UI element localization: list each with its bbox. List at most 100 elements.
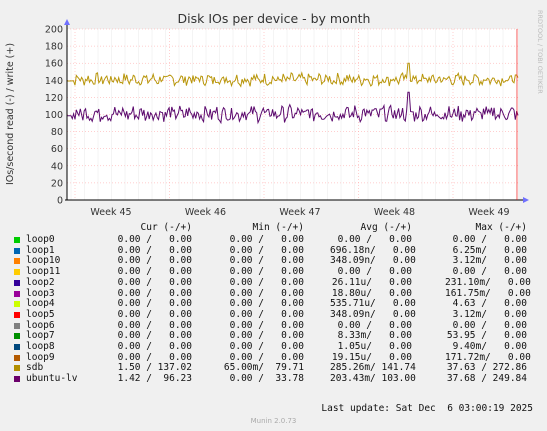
legend-row-loop7: loop7 0.00 / 0.00 0.00 / 0.00 8.33m/ 0.00 53… — [14, 331, 534, 342]
legend-device-name: loop6 — [26, 319, 55, 331]
legend-device-name: loop1 — [26, 244, 55, 256]
x-tick-label: Week 46 — [185, 207, 226, 215]
legend-max-value: 3.12m/ 0.00 — [452, 255, 527, 267]
legend-avg-value: 26.11u/ 0.00 — [331, 276, 412, 288]
legend-min-value: 0.00 / 0.00 — [229, 244, 304, 256]
legend-min-value: 0.00 / 0.00 — [229, 276, 304, 288]
munin-version: Munin 2.0.73 — [250, 417, 297, 425]
legend-avg-value: 348.09n/ 0.00 — [330, 308, 416, 320]
chart-title: Disk IOs per device - by month — [178, 11, 371, 26]
legend-device-name: loop8 — [26, 341, 55, 352]
legend-swatch — [14, 322, 20, 329]
legend-avg-value: 348.09n/ 0.00 — [330, 255, 416, 267]
legend-row-loop8: loop8 0.00 / 0.00 0.00 / 0.00 1.05u/ 0.00 9.… — [14, 341, 534, 353]
legend-device-name: loop9 — [26, 351, 55, 363]
last-update: Last update: Sat Dec 6 03:00:19 2025 — [321, 403, 533, 414]
legend-avg-value: 0.00 / 0.00 — [337, 234, 412, 245]
legend-swatch — [14, 290, 20, 297]
y-tick-label: 40 — [51, 161, 63, 172]
y-axis-arrow — [64, 19, 70, 25]
x-tick-label: Week 47 — [279, 207, 320, 215]
y-tick-label: 180 — [45, 42, 63, 53]
legend-min-value: 0.00 / 0.00 — [229, 298, 304, 310]
legend-min-value: 0.00 / 33.78 — [229, 373, 304, 385]
legend-cur-value: 0.00 / 0.00 — [117, 287, 192, 299]
legend-max-value: 37.63 / 272.86 — [446, 362, 527, 374]
y-tick-label: 160 — [45, 59, 63, 70]
legend-row-loop10: loop10 0.00 / 0.00 0.00 / 0.00 348.09n/ 0.0… — [14, 256, 534, 267]
legend-cur-value: 0.00 / 0.00 — [117, 298, 192, 310]
legend-cur-value: 0.00 / 0.00 — [117, 341, 192, 352]
y-tick-label: 140 — [45, 76, 63, 87]
series-line-sdb — [67, 62, 519, 88]
x-axis-arrow — [523, 197, 529, 203]
legend-min-value: 0.00 / 0.00 — [229, 287, 304, 299]
legend-max-value: 0.00 / 0.00 — [452, 319, 527, 331]
legend-row-loop2: loop2 0.00 / 0.00 0.00 / 0.00 26.11u/ 0.00 2… — [14, 276, 534, 289]
legend-min-value: 0.00 / 0.00 — [229, 255, 304, 267]
legend-cur-value: 0.00 / 0.00 — [117, 319, 192, 331]
y-tick-label: 0 — [57, 196, 63, 207]
legend-device-name: loop7 — [26, 330, 55, 342]
legend-swatch — [14, 376, 20, 383]
legend-max-value: 9.40m/ 0.00 — [452, 341, 527, 352]
legend-swatch — [14, 344, 20, 350]
legend-avg-value: 0.00 / 0.00 — [337, 319, 412, 331]
legend-device-name: loop4 — [26, 298, 55, 310]
legend-swatch — [14, 279, 20, 286]
legend-row-loop6: loop6 0.00 / 0.00 0.00 / 0.00 0.00 / 0.00 0.… — [14, 319, 534, 332]
legend-min-value: 0.00 / 0.00 — [229, 319, 304, 331]
legend-swatch — [14, 365, 20, 372]
legend-max-value: 161.75m/ 0.00 — [445, 287, 531, 299]
y-tick-label: 20 — [51, 178, 63, 189]
legend-max-value: 0.00 / 0.00 — [452, 234, 527, 245]
legend-cur-value: 1.50 / 137.02 — [117, 362, 192, 374]
legend-cur-value: 0.00 / 0.00 — [117, 308, 192, 320]
legend-avg-value: 535.71u/ 0.00 — [330, 298, 416, 310]
legend-row-loop0: loop0 0.00 / 0.00 0.00 / 0.00 0.00 / 0.00 0.… — [14, 234, 534, 246]
x-tick-label: Week 49 — [468, 207, 509, 215]
legend-row-loop9: loop9 0.00 / 0.00 0.00 / 0.00 19.15u/ 0.00 1… — [14, 351, 534, 364]
legend-row-loop4: loop4 0.00 / 0.00 0.00 / 0.00 535.71u/ 0.00… — [14, 298, 534, 310]
legend-row-loop11: loop11 0.00 / 0.00 0.00 / 0.00 0.00 / 0.00 0… — [14, 266, 534, 278]
header-min: Min (-/+) — [252, 222, 304, 233]
legend-swatch — [14, 354, 20, 361]
legend-swatch — [14, 301, 20, 308]
legend-cur-value: 0.00 / 0.00 — [117, 276, 192, 288]
legend-device-name: loop0 — [26, 234, 55, 245]
axes — [64, 19, 529, 203]
rrdtool-side-label: RRDTOOL / TOBI OETIKER — [536, 10, 544, 94]
legend-min-value: 0.00 / 0.00 — [229, 330, 304, 342]
legend-device-name: loop3 — [26, 287, 55, 299]
legend-min-value: 0.00 / 0.00 — [229, 341, 304, 352]
legend-device-name: loop11 — [26, 266, 61, 278]
legend-avg-value: 285.26m/ 141.74 — [330, 362, 416, 374]
legend-avg-value: 18.80u/ 0.00 — [331, 287, 412, 299]
legend-device-name: loop5 — [26, 308, 55, 320]
legend-swatch — [14, 247, 20, 254]
legend-cur-value: 0.00 / 0.00 — [117, 351, 192, 363]
legend-max-value: 231.10m/ 0.00 — [445, 276, 531, 288]
legend-min-value: 0.00 / 0.00 — [229, 308, 304, 320]
series-lines — [67, 62, 519, 125]
legend-min-value: 0.00 / 0.00 — [229, 351, 304, 363]
legend-avg-value: 1.05u/ 0.00 — [337, 341, 412, 352]
y-tick-label: 120 — [45, 93, 63, 104]
x-tick-label: Week 48 — [374, 207, 415, 215]
header-max: Max (-/+) — [475, 222, 527, 233]
legend-max-value: 171.72m/ 0.00 — [445, 351, 531, 363]
legend-swatch — [14, 258, 20, 265]
header-cur: Cur (-/+) — [140, 222, 192, 233]
legend-row-loop1: loop1 0.00 / 0.00 0.00 / 0.00 696.18n/ 0.00… — [14, 244, 534, 257]
legend-row-sdb: sdb 1.50 / 137.02 65.00m/ 79.71 285.26m/ 14… — [14, 363, 534, 374]
x-tick-label: Week 45 — [90, 207, 131, 215]
legend-min-value: 0.00 / 0.00 — [229, 234, 304, 245]
legend-cur-value: 0.00 / 0.00 — [117, 244, 192, 256]
y-axis-label: IOs/second read (-) / write (+) — [5, 43, 16, 185]
legend-row-loop3: loop3 0.00 / 0.00 0.00 / 0.00 18.80u/ 0.00 1… — [14, 287, 534, 300]
legend-device-name: loop2 — [26, 276, 55, 288]
header-avg: Avg (-/+) — [360, 222, 412, 233]
legend-min-value: 65.00m/ 79.71 — [223, 362, 304, 374]
legend-swatch — [14, 269, 20, 276]
legend-row-loop5: loop5 0.00 / 0.00 0.00 / 0.00 348.09n/ 0.00… — [14, 308, 534, 321]
